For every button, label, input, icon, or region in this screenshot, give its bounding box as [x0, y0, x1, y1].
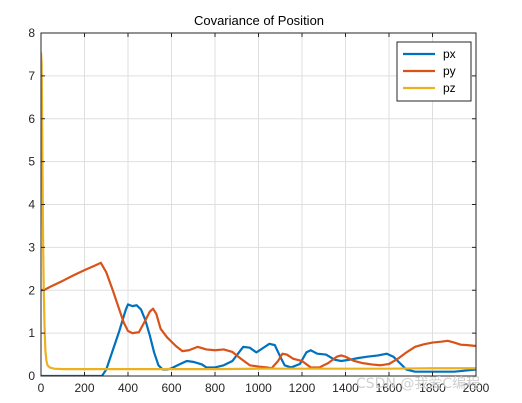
y-tick-label: 6 [28, 112, 35, 126]
x-tick-label: 0 [38, 381, 45, 395]
legend-label-px: px [443, 47, 456, 61]
watermark-text: CSDN @我爱C编程 [356, 376, 481, 392]
y-tick-label: 7 [28, 69, 35, 83]
legend-label-py: py [443, 64, 456, 78]
series-line-px [41, 303, 476, 376]
x-tick-label: 2000 [463, 381, 490, 395]
y-tick-label: 5 [28, 155, 35, 169]
x-tick-label: 400 [118, 381, 138, 395]
series-line-pz [41, 52, 476, 371]
y-tick-label: 1 [28, 326, 35, 340]
y-tick-label: 2 [28, 283, 35, 297]
x-tick-label: 200 [74, 381, 94, 395]
x-tick-label: 800 [205, 381, 225, 395]
x-tick-label: 1400 [332, 381, 359, 395]
chart-title: Covariance of Position [194, 13, 324, 28]
y-tick-label: 0 [28, 369, 35, 383]
legend-label-pz: pz [443, 81, 456, 95]
y-tick-label: 3 [28, 240, 35, 254]
y-tick-label: 4 [28, 198, 35, 212]
x-tick-label: 1000 [245, 381, 272, 395]
series-line-py [41, 261, 476, 370]
legend: px py pz [396, 41, 472, 102]
plot-area [41, 52, 476, 376]
x-tick-label: 1600 [376, 381, 403, 395]
x-tick-label: 1800 [419, 381, 446, 395]
x-tick-label: 600 [161, 381, 181, 395]
y-tick-label: 8 [28, 26, 35, 40]
x-tick-label: 1200 [289, 381, 316, 395]
axes: 0 200 400 600 800 1000 1200 1400 1600 1800 2000 0 1 2… [28, 26, 489, 395]
